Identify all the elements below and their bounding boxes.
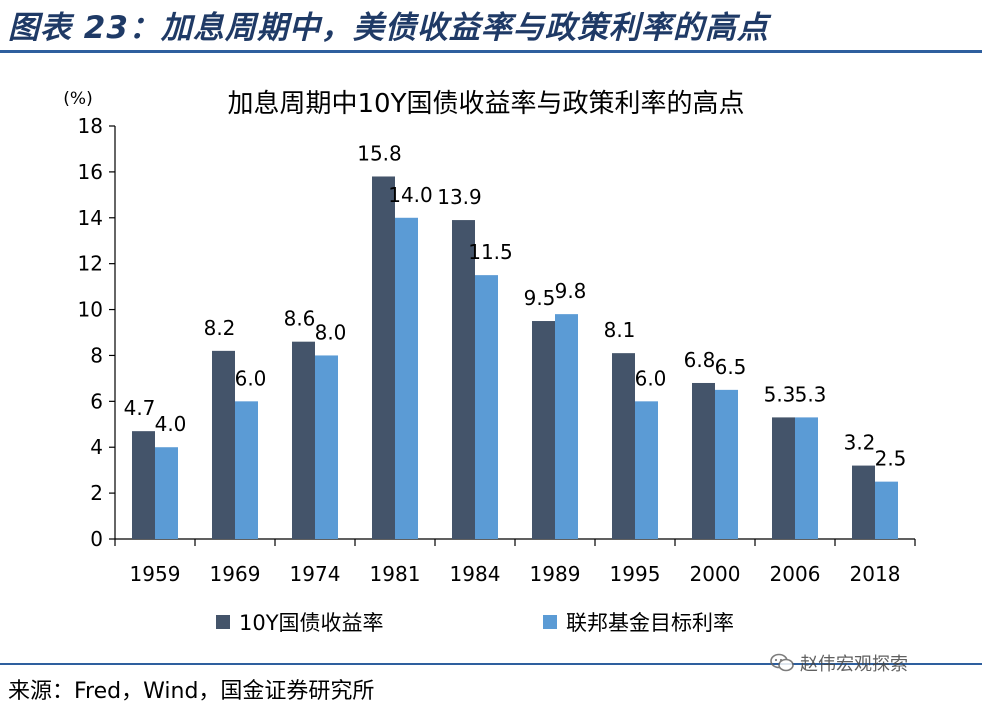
data-label: 4.7 — [124, 396, 156, 420]
bottom-divider — [0, 663, 982, 665]
data-label: 13.9 — [437, 185, 482, 209]
data-label: 6.8 — [684, 348, 716, 372]
bar-treasury-10y-2006 — [772, 417, 795, 539]
y-tick-label: 6 — [90, 389, 103, 413]
data-label: 5.3 — [795, 382, 827, 406]
data-label: 3.2 — [844, 431, 876, 455]
x-tick-label: 1959 — [130, 562, 181, 586]
legend-label: 联邦基金目标利率 — [566, 611, 734, 635]
bar-treasury-10y-1969 — [212, 350, 235, 539]
bar-fed-funds-1984 — [475, 275, 498, 539]
bar-treasury-10y-1981 — [372, 176, 395, 539]
y-tick-label: 0 — [90, 527, 103, 551]
y-axis-unit-label: (%) — [63, 89, 92, 109]
y-tick-label: 12 — [78, 252, 103, 276]
bar-treasury-10y-2000 — [692, 382, 715, 539]
bar-treasury-10y-1995 — [612, 353, 635, 539]
bar-treasury-10y-1974 — [292, 341, 315, 539]
bar-treasury-10y-1984 — [452, 220, 475, 540]
x-tick-label: 1969 — [210, 562, 261, 586]
chart-title: 加息周期中10Y国债收益率与政策利率的高点 — [228, 89, 745, 119]
x-tick-label: 1974 — [290, 562, 341, 586]
bar-fed-funds-1969 — [235, 401, 258, 539]
x-tick-label: 1981 — [370, 562, 421, 586]
bar-treasury-10y-2018 — [852, 465, 875, 539]
bar-treasury-10y-1959 — [132, 431, 155, 539]
bar-fed-funds-2006 — [795, 417, 818, 539]
data-label: 14.0 — [388, 183, 433, 207]
bar-fed-funds-1995 — [635, 401, 658, 539]
data-label: 11.5 — [468, 240, 513, 264]
top-divider — [0, 50, 982, 53]
bar-fed-funds-2018 — [875, 481, 898, 539]
y-tick-label: 8 — [90, 343, 103, 367]
source-note: 来源：Fred，Wind，国金证券研究所 — [8, 679, 375, 704]
bar-fed-funds-2000 — [715, 389, 738, 539]
bar-fed-funds-1981 — [395, 217, 418, 539]
bar-chart: 加息周期中10Y国债收益率与政策利率的高点 (%) 0 2 4 6 8 10 12 14 16 1… — [63, 89, 916, 635]
watermark-text: 赵伟宏观探索 — [800, 654, 908, 675]
data-label: 9.5 — [524, 286, 556, 310]
x-tick-label: 1984 — [450, 562, 501, 586]
x-tick-label: 2018 — [850, 562, 901, 586]
chat-bubble-icon — [770, 653, 794, 672]
bar-treasury-10y-1989 — [532, 321, 555, 539]
data-label: 9.8 — [555, 279, 587, 303]
legend-swatch — [216, 615, 230, 629]
data-label: 8.0 — [315, 320, 347, 344]
data-label: 8.6 — [284, 307, 316, 331]
bar-fed-funds-1974 — [315, 355, 338, 539]
bar-fed-funds-1959 — [155, 447, 178, 539]
x-tick-label: 1989 — [530, 562, 581, 586]
y-tick-label: 2 — [90, 481, 103, 505]
data-label: 8.1 — [604, 318, 636, 342]
x-tick-label: 2000 — [690, 562, 741, 586]
y-tick-label: 16 — [78, 160, 103, 184]
y-tick-label: 14 — [78, 206, 103, 230]
data-label: 4.0 — [155, 412, 187, 436]
data-label: 5.3 — [764, 382, 796, 406]
data-label: 8.2 — [204, 316, 236, 340]
data-label: 2.5 — [875, 447, 907, 471]
data-label: 6.5 — [715, 355, 747, 379]
data-label: 15.8 — [357, 141, 402, 165]
y-tick-label: 4 — [90, 435, 103, 459]
y-tick-label: 10 — [78, 298, 103, 322]
x-tick-label: 1995 — [610, 562, 661, 586]
legend-swatch — [543, 615, 557, 629]
legend: 10Y国债收益率 联邦基金目标利率 — [216, 611, 734, 635]
y-tick-label: 18 — [78, 114, 103, 138]
watermark: 赵伟宏观探索 — [770, 650, 908, 676]
bar-fed-funds-1989 — [555, 314, 578, 539]
legend-label: 10Y国债收益率 — [239, 611, 384, 635]
figure-title: 图表 23：加息周期中，美债收益率与政策利率的高点 — [8, 10, 769, 46]
data-label: 6.0 — [235, 366, 267, 390]
x-tick-label: 2006 — [770, 562, 821, 586]
data-label: 6.0 — [635, 366, 667, 390]
